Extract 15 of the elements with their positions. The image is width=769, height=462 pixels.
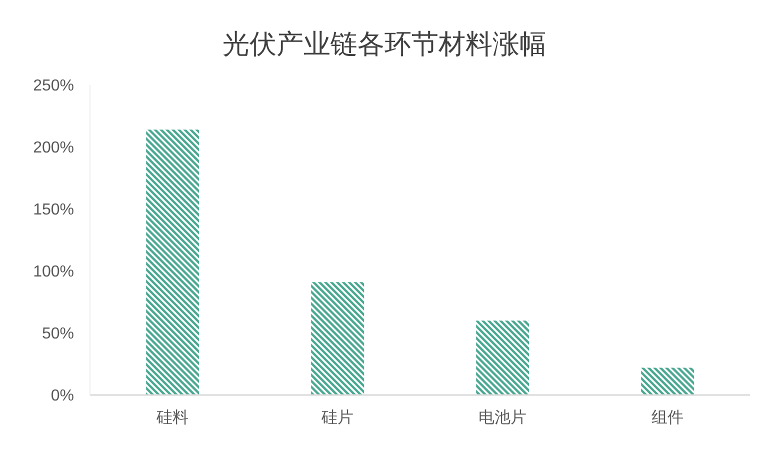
bar xyxy=(476,320,530,395)
x-tick-label: 硅料 xyxy=(156,408,188,426)
bar xyxy=(146,130,200,395)
chart-title: 光伏产业链各环节材料涨幅 xyxy=(222,28,548,61)
y-tick-label: 200% xyxy=(33,140,74,157)
y-tick-label: 100% xyxy=(33,264,74,281)
x-tick-label: 组件 xyxy=(652,409,684,426)
y-tick-label: 50% xyxy=(42,326,74,343)
y-tick-label: 0% xyxy=(50,388,74,405)
x-tick-label: 硅片 xyxy=(320,408,354,426)
y-tick-label: 150% xyxy=(33,202,74,219)
bar xyxy=(311,282,364,395)
x-tick-label: 电池片 xyxy=(478,408,526,426)
y-tick-label: 250% xyxy=(33,78,74,95)
bar xyxy=(641,368,694,395)
